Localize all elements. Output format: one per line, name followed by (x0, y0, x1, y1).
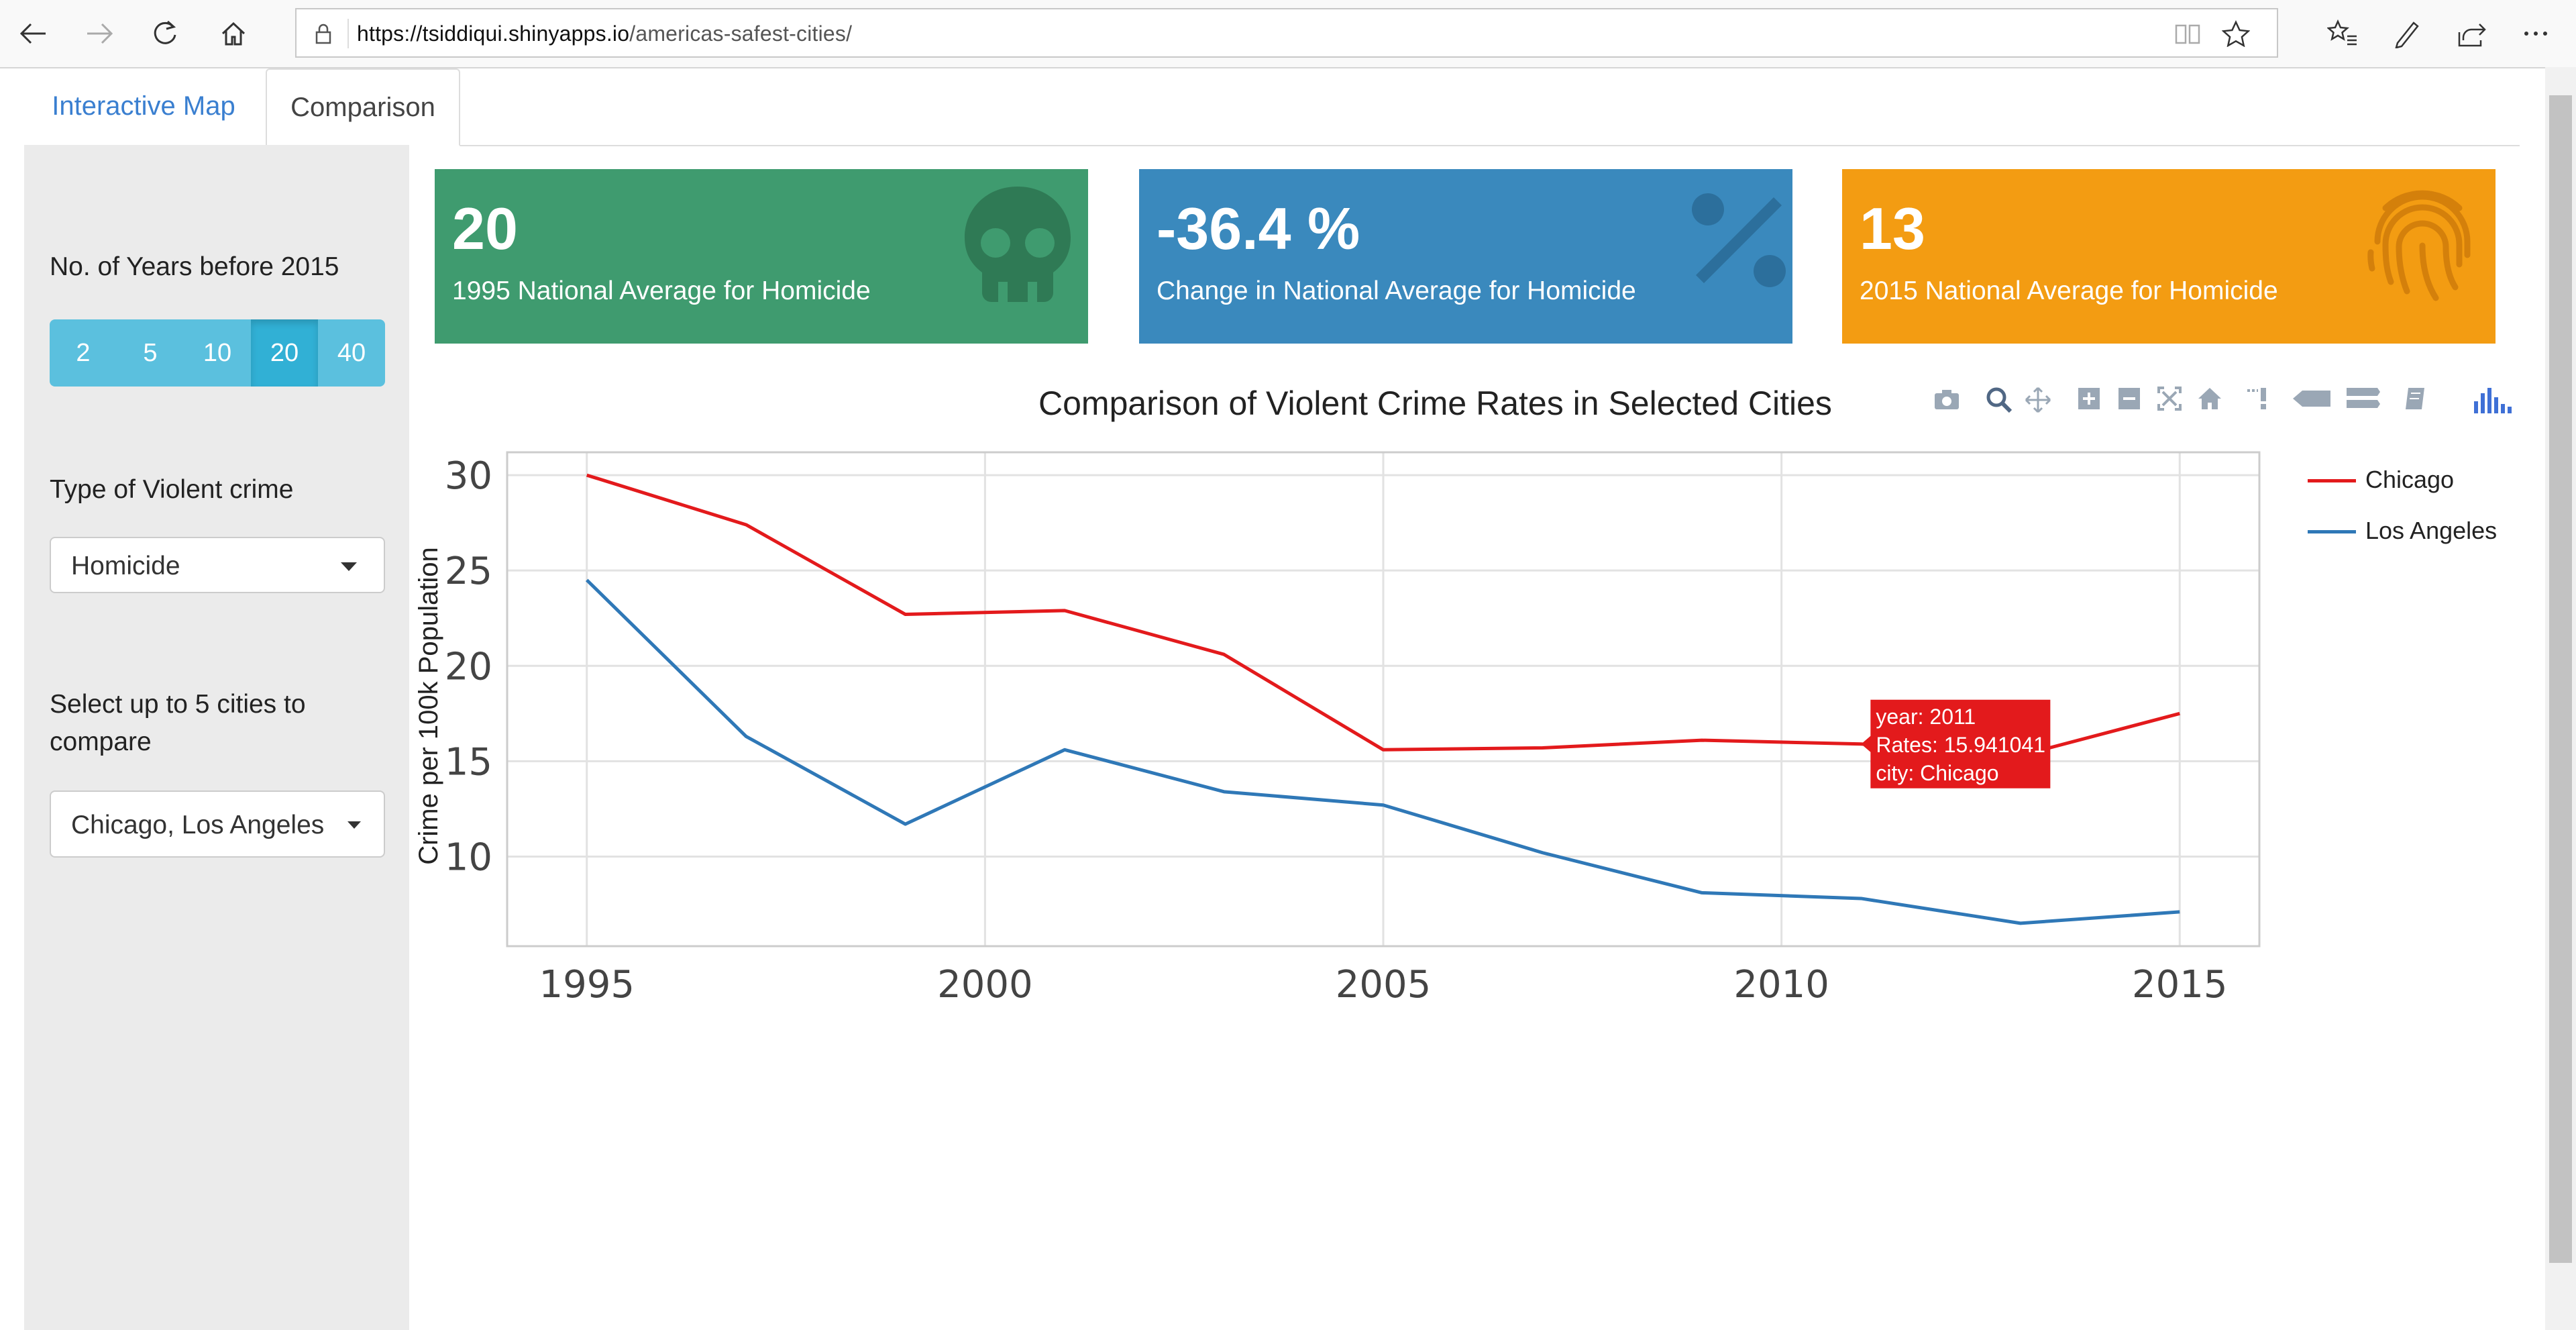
years-option-40[interactable]: 40 (337, 338, 366, 367)
percent-icon (1685, 187, 1792, 297)
back-icon[interactable] (12, 12, 55, 55)
value-box-number: 13 (1860, 195, 1925, 262)
pen-icon[interactable] (2385, 12, 2428, 55)
tab-bar: Interactive Map Comparison (24, 67, 2520, 146)
cities-label-line2: compare (50, 727, 152, 756)
chevron-down-icon (347, 821, 361, 829)
years-button-group: 2 5 10 20 40 (50, 319, 385, 387)
tooltip-rate: Rates: 15.941041 (1876, 733, 2045, 757)
zoom-out-icon[interactable] (2116, 385, 2143, 415)
legend-label: Chicago (2365, 466, 2455, 493)
zoom-icon[interactable] (1984, 385, 2014, 418)
value-box-2015: 13 2015 National Average for Homicide (1842, 169, 2496, 344)
y-axis-label: Crime per 100k Population (414, 547, 443, 865)
reset-axes-icon[interactable] (2196, 385, 2223, 415)
more-icon[interactable] (2514, 12, 2557, 55)
spike-lines-icon[interactable] (2245, 385, 2271, 415)
hover-tooltip: year: 2011 Rates: 15.941041 city: Chicag… (1861, 699, 2051, 788)
series-line-los-angeles (585, 578, 2180, 925)
years-option-10[interactable]: 10 (203, 338, 232, 367)
value-box-subtitle: 2015 National Average for Homicide (1860, 276, 2278, 305)
value-box-subtitle: Change in National Average for Homicide (1157, 276, 1636, 305)
x-tick-label: 1995 (539, 963, 635, 1007)
home-icon[interactable] (212, 12, 255, 55)
url-separator (347, 19, 349, 48)
tooltip-city: city: Chicago (1876, 761, 1998, 785)
lock-icon (310, 20, 337, 50)
hover-closest-icon[interactable] (2290, 385, 2333, 415)
refresh-icon[interactable] (144, 12, 186, 55)
tab-interactive-map[interactable]: Interactive Map (52, 91, 235, 121)
x-tick-label: 2010 (1733, 963, 1829, 1007)
chevron-down-icon (341, 562, 357, 571)
value-box-number: 20 (452, 195, 518, 262)
x-tick-label: 2000 (937, 963, 1033, 1007)
pan-icon[interactable] (2023, 385, 2053, 418)
x-axis: 1995 2000 2005 2010 2015 (539, 963, 2227, 1007)
edit-chart-icon[interactable] (2403, 385, 2430, 415)
tooltip-year: year: 2011 (1876, 705, 1976, 729)
plotly-logo-icon[interactable] (2471, 385, 2512, 418)
legend-label: Los Angeles (2365, 517, 2498, 544)
browser-toolbar: https://tsiddiqui.shinyapps.io/americas-… (0, 0, 2576, 68)
scrollbar-thumb[interactable] (2549, 95, 2572, 1263)
y-tick-label: 30 (445, 454, 492, 498)
value-box-change: -36.4 % Change in National Average for H… (1139, 169, 1792, 344)
cities-value: Chicago, Los Angeles (71, 811, 325, 839)
legend-swatch (2308, 479, 2356, 482)
years-option-20[interactable]: 20 (251, 319, 318, 387)
years-option-5[interactable]: 5 (143, 338, 158, 367)
y-tick-label: 20 (445, 645, 492, 688)
tooltip-background (1861, 699, 2051, 788)
hover-compare-icon[interactable] (2344, 385, 2381, 415)
plot-area-frame (506, 451, 2261, 948)
cities-label-line1: Select up to 5 cities to (50, 690, 306, 719)
address-bar[interactable]: https://tsiddiqui.shinyapps.io/americas-… (295, 8, 2278, 58)
camera-icon[interactable] (1932, 385, 1962, 418)
crime-type-value: Homicide (71, 552, 180, 580)
y-tick-label: 15 (445, 740, 492, 784)
vertical-scrollbar[interactable] (2545, 67, 2576, 1330)
y-tick-label: 10 (445, 835, 492, 879)
crime-type-select[interactable]: Homicide (50, 537, 385, 593)
x-tick-label: 2015 (2132, 963, 2228, 1007)
sidebar-panel: No. of Years before 2015 2 5 10 20 40 Ty… (24, 145, 409, 1330)
chart-title: Comparison of Violent Crime Rates in Sel… (1038, 385, 1832, 422)
value-box-1995: 20 1995 National Average for Homicide (435, 169, 1088, 344)
favorite-star-icon[interactable] (2221, 20, 2251, 50)
forward-icon[interactable] (78, 12, 121, 55)
value-box-subtitle: 1995 National Average for Homicide (452, 276, 871, 305)
fingerprint-icon (2359, 181, 2486, 312)
share-icon[interactable] (2450, 12, 2493, 55)
crime-type-label: Type of Violent crime (50, 475, 294, 504)
tab-comparison[interactable]: Comparison (266, 68, 460, 146)
zoom-in-icon[interactable] (2076, 385, 2102, 415)
url-text: https://tsiddiqui.shinyapps.io/americas-… (357, 21, 853, 46)
cities-select[interactable]: Chicago, Los Angeles (50, 790, 385, 858)
chart-grid (507, 452, 2259, 946)
x-tick-label: 2005 (1336, 963, 1432, 1007)
line-chart[interactable]: 1995 2000 2005 2010 2015 10 15 20 25 30 Crime pe… (402, 429, 2281, 1033)
reading-view-icon[interactable] (2174, 20, 2202, 50)
autoscale-icon[interactable] (2156, 385, 2183, 415)
y-axis: 10 15 20 25 30 (445, 454, 492, 879)
years-label: No. of Years before 2015 (50, 252, 339, 281)
y-tick-label: 25 (445, 550, 492, 593)
favorites-list-icon[interactable] (2321, 12, 2364, 55)
years-option-2[interactable]: 2 (76, 338, 91, 367)
skull-icon (954, 181, 1081, 312)
value-box-number: -36.4 % (1157, 195, 1360, 262)
legend-swatch (2308, 530, 2356, 533)
